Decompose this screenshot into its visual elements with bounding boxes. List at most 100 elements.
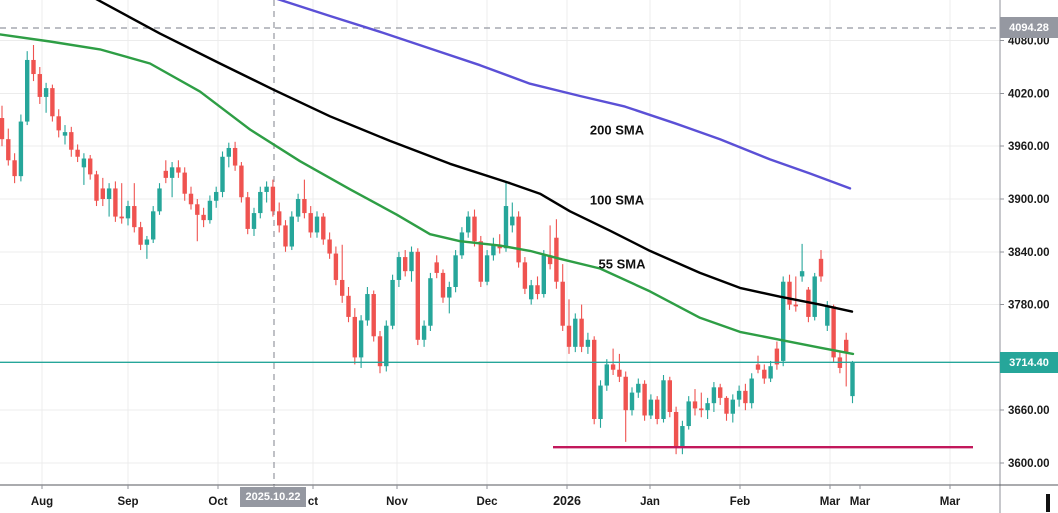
candle-body: [491, 244, 496, 256]
sma-line-55: [0, 33, 855, 356]
candle-body: [755, 364, 761, 370]
candle-body: [799, 271, 805, 277]
candle-body: [106, 188, 112, 199]
candle-body: [547, 255, 553, 265]
time-tick-label[interactable]: Nov: [386, 496, 408, 508]
candle-body: [440, 272, 446, 298]
candle-body: [793, 304, 798, 307]
candle-body: [390, 279, 395, 326]
candle-body: [195, 204, 200, 215]
candle-body: [384, 325, 389, 367]
candle-body: [730, 399, 735, 414]
candle-body: [585, 339, 591, 347]
candle-body: [472, 216, 477, 242]
candle-body: [623, 376, 628, 411]
candle-body: [749, 378, 754, 404]
candle-body: [144, 239, 150, 245]
candle-body: [321, 216, 326, 240]
candle-body: [81, 158, 87, 168]
candle-body: [43, 88, 49, 97]
candle-body: [188, 193, 194, 205]
candle-body: [31, 59, 36, 75]
candle-body: [119, 216, 124, 219]
price-tick-label[interactable]: 3840.00: [1008, 247, 1050, 259]
candle-body: [510, 216, 515, 226]
candle-body: [636, 383, 641, 393]
time-tick-label[interactable]: Sep: [117, 496, 138, 508]
candle-body: [56, 116, 61, 131]
candle-body: [62, 132, 68, 136]
candle-body: [617, 369, 622, 377]
candle-body: [516, 216, 521, 263]
candle-body: [453, 255, 458, 287]
candle-body: [566, 325, 572, 347]
candle-body: [37, 74, 42, 97]
candle-body: [226, 147, 231, 157]
time-tick-label[interactable]: Feb: [730, 496, 750, 508]
candle-body: [239, 165, 244, 198]
candle-body: [245, 197, 250, 229]
candle-body: [75, 149, 80, 157]
time-tick-label[interactable]: 2026: [553, 494, 581, 508]
candle-body: [705, 403, 710, 411]
price-tick-label[interactable]: 3780.00: [1008, 300, 1050, 312]
candle-body: [692, 401, 698, 409]
candle-body: [214, 191, 219, 201]
candle-body: [264, 186, 269, 192]
candle-body: [88, 158, 93, 175]
candle-body: [396, 257, 402, 280]
price-tick-label[interactable]: 4020.00: [1008, 88, 1050, 100]
candle-body: [0, 118, 5, 140]
time-tick-label[interactable]: Jan: [640, 496, 660, 508]
candle-body: [680, 426, 685, 448]
price-tick-label[interactable]: 3900.00: [1008, 194, 1050, 206]
candle-body: [699, 408, 704, 411]
candle-body: [377, 336, 383, 367]
candle-body: [12, 160, 17, 177]
candle-body: [541, 255, 546, 295]
candle-body: [667, 380, 672, 412]
price-tick-label[interactable]: 3600.00: [1008, 458, 1050, 470]
candle-body: [610, 364, 616, 370]
candle-body: [573, 318, 578, 347]
candle-body: [554, 237, 559, 282]
candle-body: [163, 170, 168, 178]
price-tick-label[interactable]: 4080.00: [1008, 36, 1050, 48]
candle-body: [579, 318, 584, 347]
crosshair-price-badge: 4094.28: [1000, 17, 1058, 38]
candle-body: [232, 147, 238, 166]
time-tick-label[interactable]: Mar: [940, 496, 961, 508]
candle-body: [277, 211, 282, 226]
candle-body: [94, 174, 99, 201]
candle-body: [6, 139, 11, 161]
candle-body: [629, 392, 635, 411]
candle-body: [220, 156, 225, 192]
crosshair-date-badge: 2025.10.22: [240, 487, 306, 507]
candle-body: [522, 262, 528, 289]
time-tick-label[interactable]: Oct: [208, 496, 227, 508]
candle-body: [50, 88, 55, 117]
sma-line-100: [95, 0, 854, 313]
candle-body: [478, 241, 483, 282]
time-tick-label[interactable]: Aug: [31, 496, 53, 508]
candle-body: [333, 253, 339, 280]
candle-body: [308, 213, 313, 233]
candle-body: [718, 387, 723, 398]
candle-body: [818, 258, 824, 277]
time-tick-label[interactable]: Dec: [476, 496, 498, 508]
price-tick-label[interactable]: 3960.00: [1008, 141, 1050, 153]
candle-body: [673, 411, 679, 448]
candle-body: [283, 225, 288, 247]
candle-body: [69, 132, 74, 150]
time-tick-label[interactable]: ct: [308, 496, 318, 508]
candle-body: [157, 188, 162, 212]
candle-body: [100, 188, 105, 199]
time-tick-label[interactable]: Mar: [820, 496, 841, 508]
time-tick-label[interactable]: Mar: [850, 496, 871, 508]
candle-body: [743, 390, 748, 404]
price-tick-label[interactable]: 3660.00: [1008, 405, 1050, 417]
candle-body: [314, 216, 320, 233]
current-price-badge: 3714.40: [1000, 352, 1058, 373]
